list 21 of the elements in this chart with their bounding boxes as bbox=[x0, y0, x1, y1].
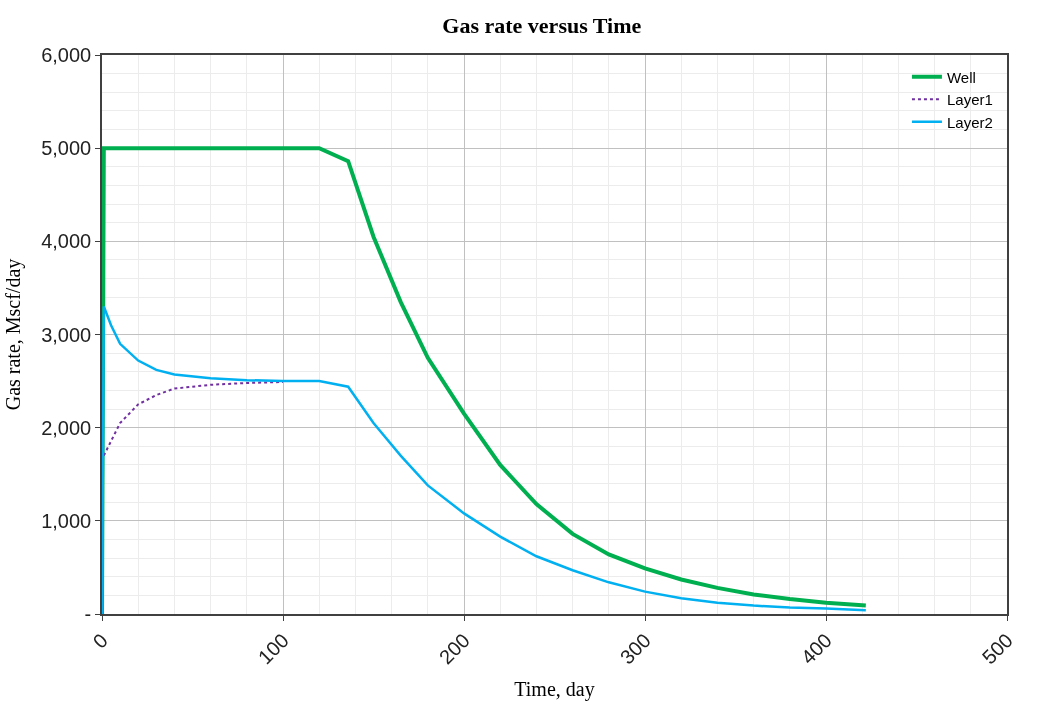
y-tick-label: - bbox=[84, 603, 92, 625]
y-tick-label: 1,000 bbox=[41, 509, 92, 532]
x-tick-label: 400 bbox=[796, 629, 836, 669]
line-series bbox=[102, 305, 868, 614]
legend-label: Layer1 bbox=[946, 91, 993, 109]
x-tick-label: 300 bbox=[615, 629, 655, 669]
x-tick-label: 100 bbox=[253, 629, 293, 669]
x-axis-title: Time, day bbox=[514, 678, 595, 702]
chart-title: Gas rate versus Time bbox=[442, 13, 642, 39]
legend-label: Layer2 bbox=[946, 113, 993, 131]
legend-label: Well bbox=[946, 68, 976, 86]
x-tick-label: 200 bbox=[434, 629, 474, 669]
y-tick-label: 2,000 bbox=[41, 416, 92, 439]
y-tick-label: 4,000 bbox=[41, 230, 92, 253]
y-tick-label: 5,000 bbox=[41, 137, 92, 160]
y-tick-label: 3,000 bbox=[41, 323, 92, 346]
y-tick-label: 6,000 bbox=[41, 44, 92, 66]
x-tick-label: 0 bbox=[88, 629, 112, 653]
line-series bbox=[102, 381, 284, 457]
y-axis-title: Gas rate, Mscf/day bbox=[2, 258, 26, 411]
x-tick-label: 500 bbox=[977, 629, 1017, 669]
